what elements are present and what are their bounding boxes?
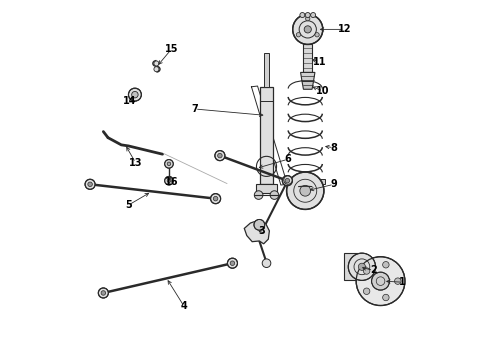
Circle shape (165, 159, 173, 168)
Text: 1: 1 (399, 277, 406, 287)
Circle shape (98, 288, 108, 298)
Circle shape (167, 162, 171, 166)
Circle shape (165, 176, 173, 185)
Circle shape (300, 13, 305, 18)
Text: 4: 4 (181, 301, 187, 311)
Circle shape (356, 257, 405, 306)
Circle shape (296, 33, 300, 37)
Text: 5: 5 (125, 200, 132, 210)
Circle shape (88, 182, 92, 186)
Polygon shape (303, 44, 312, 72)
Circle shape (132, 91, 138, 98)
Circle shape (282, 176, 293, 186)
Circle shape (230, 261, 235, 265)
Circle shape (218, 153, 222, 158)
Polygon shape (302, 81, 314, 89)
Circle shape (211, 194, 220, 204)
Circle shape (101, 291, 106, 295)
Text: 2: 2 (370, 265, 377, 275)
Text: 15: 15 (165, 44, 178, 54)
Polygon shape (344, 253, 362, 280)
Circle shape (254, 191, 263, 199)
Circle shape (128, 88, 141, 101)
Polygon shape (260, 87, 273, 184)
Text: 12: 12 (338, 24, 351, 35)
Circle shape (284, 176, 293, 184)
Circle shape (213, 197, 218, 201)
Circle shape (85, 179, 95, 189)
Text: 11: 11 (313, 57, 326, 67)
Circle shape (154, 67, 159, 72)
Circle shape (167, 179, 171, 183)
Circle shape (227, 258, 238, 268)
Circle shape (383, 261, 389, 268)
Polygon shape (264, 53, 270, 87)
Text: 6: 6 (285, 154, 292, 164)
Circle shape (215, 150, 225, 161)
Circle shape (285, 179, 290, 183)
Text: 14: 14 (123, 96, 136, 106)
Circle shape (358, 263, 366, 270)
Circle shape (305, 13, 310, 18)
Circle shape (304, 26, 311, 33)
Circle shape (287, 172, 324, 210)
Text: 16: 16 (165, 177, 178, 187)
Polygon shape (245, 220, 270, 244)
Circle shape (300, 185, 311, 196)
Polygon shape (256, 184, 276, 193)
Circle shape (394, 278, 401, 284)
Polygon shape (300, 72, 315, 81)
Text: 10: 10 (317, 86, 330, 96)
Circle shape (293, 14, 323, 44)
Circle shape (154, 61, 159, 66)
Text: 9: 9 (331, 179, 337, 189)
Text: 3: 3 (259, 226, 266, 236)
Circle shape (270, 191, 279, 199)
Circle shape (311, 13, 316, 18)
Text: 7: 7 (192, 104, 198, 114)
Circle shape (364, 268, 370, 274)
Circle shape (371, 272, 390, 290)
Circle shape (364, 288, 370, 294)
Text: 13: 13 (129, 158, 143, 168)
Circle shape (383, 294, 389, 301)
Polygon shape (286, 179, 325, 184)
Circle shape (306, 17, 310, 21)
Circle shape (348, 253, 375, 280)
Text: 8: 8 (330, 143, 338, 153)
Circle shape (254, 220, 265, 230)
Circle shape (262, 259, 271, 267)
Circle shape (315, 33, 319, 37)
